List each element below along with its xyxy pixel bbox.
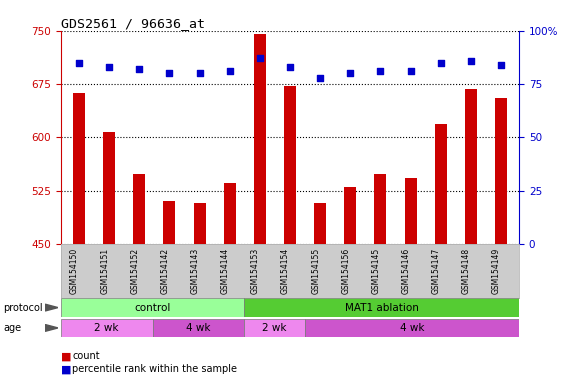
Point bbox=[436, 60, 445, 66]
Bar bbox=[375, 174, 386, 384]
Point bbox=[496, 62, 506, 68]
Polygon shape bbox=[45, 324, 58, 331]
Point bbox=[74, 60, 84, 66]
Text: GDS2561 / 96636_at: GDS2561 / 96636_at bbox=[61, 17, 205, 30]
Bar bbox=[133, 174, 146, 384]
Bar bbox=[305, 319, 519, 337]
Bar bbox=[244, 319, 305, 337]
Text: ■: ■ bbox=[61, 364, 71, 374]
Point bbox=[104, 64, 114, 70]
Text: percentile rank within the sample: percentile rank within the sample bbox=[72, 364, 237, 374]
Bar bbox=[465, 89, 477, 384]
Text: protocol: protocol bbox=[3, 303, 42, 313]
Point bbox=[225, 68, 234, 74]
Point bbox=[255, 55, 264, 61]
Bar bbox=[405, 178, 416, 384]
Text: GSM154143: GSM154143 bbox=[191, 248, 200, 295]
Text: GSM154153: GSM154153 bbox=[251, 248, 260, 295]
Bar bbox=[224, 184, 235, 384]
Text: GSM154142: GSM154142 bbox=[161, 248, 169, 294]
Point bbox=[165, 70, 174, 76]
Bar bbox=[164, 201, 175, 384]
Text: control: control bbox=[135, 303, 171, 313]
Bar bbox=[254, 34, 266, 384]
Bar bbox=[61, 319, 153, 337]
Text: GSM154148: GSM154148 bbox=[462, 248, 471, 294]
Point bbox=[406, 68, 415, 74]
Text: GSM154146: GSM154146 bbox=[401, 248, 411, 295]
Bar bbox=[153, 319, 244, 337]
Text: GSM154154: GSM154154 bbox=[281, 248, 290, 295]
Bar bbox=[345, 187, 356, 384]
Point bbox=[376, 68, 385, 74]
Text: GSM154151: GSM154151 bbox=[100, 248, 109, 294]
Text: GSM154145: GSM154145 bbox=[371, 248, 380, 295]
Text: 2 wk: 2 wk bbox=[263, 323, 287, 333]
Point bbox=[466, 58, 476, 64]
Bar bbox=[73, 93, 85, 384]
Text: GSM154144: GSM154144 bbox=[221, 248, 230, 295]
Text: GSM154147: GSM154147 bbox=[432, 248, 441, 295]
Text: 2 wk: 2 wk bbox=[95, 323, 119, 333]
Text: count: count bbox=[72, 351, 100, 361]
Text: ■: ■ bbox=[61, 351, 71, 361]
Bar bbox=[434, 124, 447, 384]
Text: MAT1 ablation: MAT1 ablation bbox=[345, 303, 419, 313]
Bar bbox=[495, 98, 507, 384]
Text: GSM154152: GSM154152 bbox=[130, 248, 139, 294]
Bar bbox=[194, 203, 205, 384]
Text: GSM154150: GSM154150 bbox=[70, 248, 79, 295]
Text: 4 wk: 4 wk bbox=[186, 323, 211, 333]
Text: age: age bbox=[3, 323, 21, 333]
Text: 4 wk: 4 wk bbox=[400, 323, 425, 333]
Polygon shape bbox=[45, 304, 58, 311]
Point bbox=[135, 66, 144, 72]
Text: GSM154149: GSM154149 bbox=[492, 248, 501, 295]
Bar bbox=[103, 132, 115, 384]
Bar bbox=[61, 298, 244, 317]
Bar bbox=[244, 298, 519, 317]
Point bbox=[195, 70, 204, 76]
Bar bbox=[284, 86, 296, 384]
Text: GSM154155: GSM154155 bbox=[311, 248, 320, 295]
Text: GSM154156: GSM154156 bbox=[341, 248, 350, 295]
Bar bbox=[314, 203, 326, 384]
Point bbox=[346, 70, 355, 76]
Point bbox=[285, 64, 295, 70]
Point bbox=[316, 74, 325, 81]
